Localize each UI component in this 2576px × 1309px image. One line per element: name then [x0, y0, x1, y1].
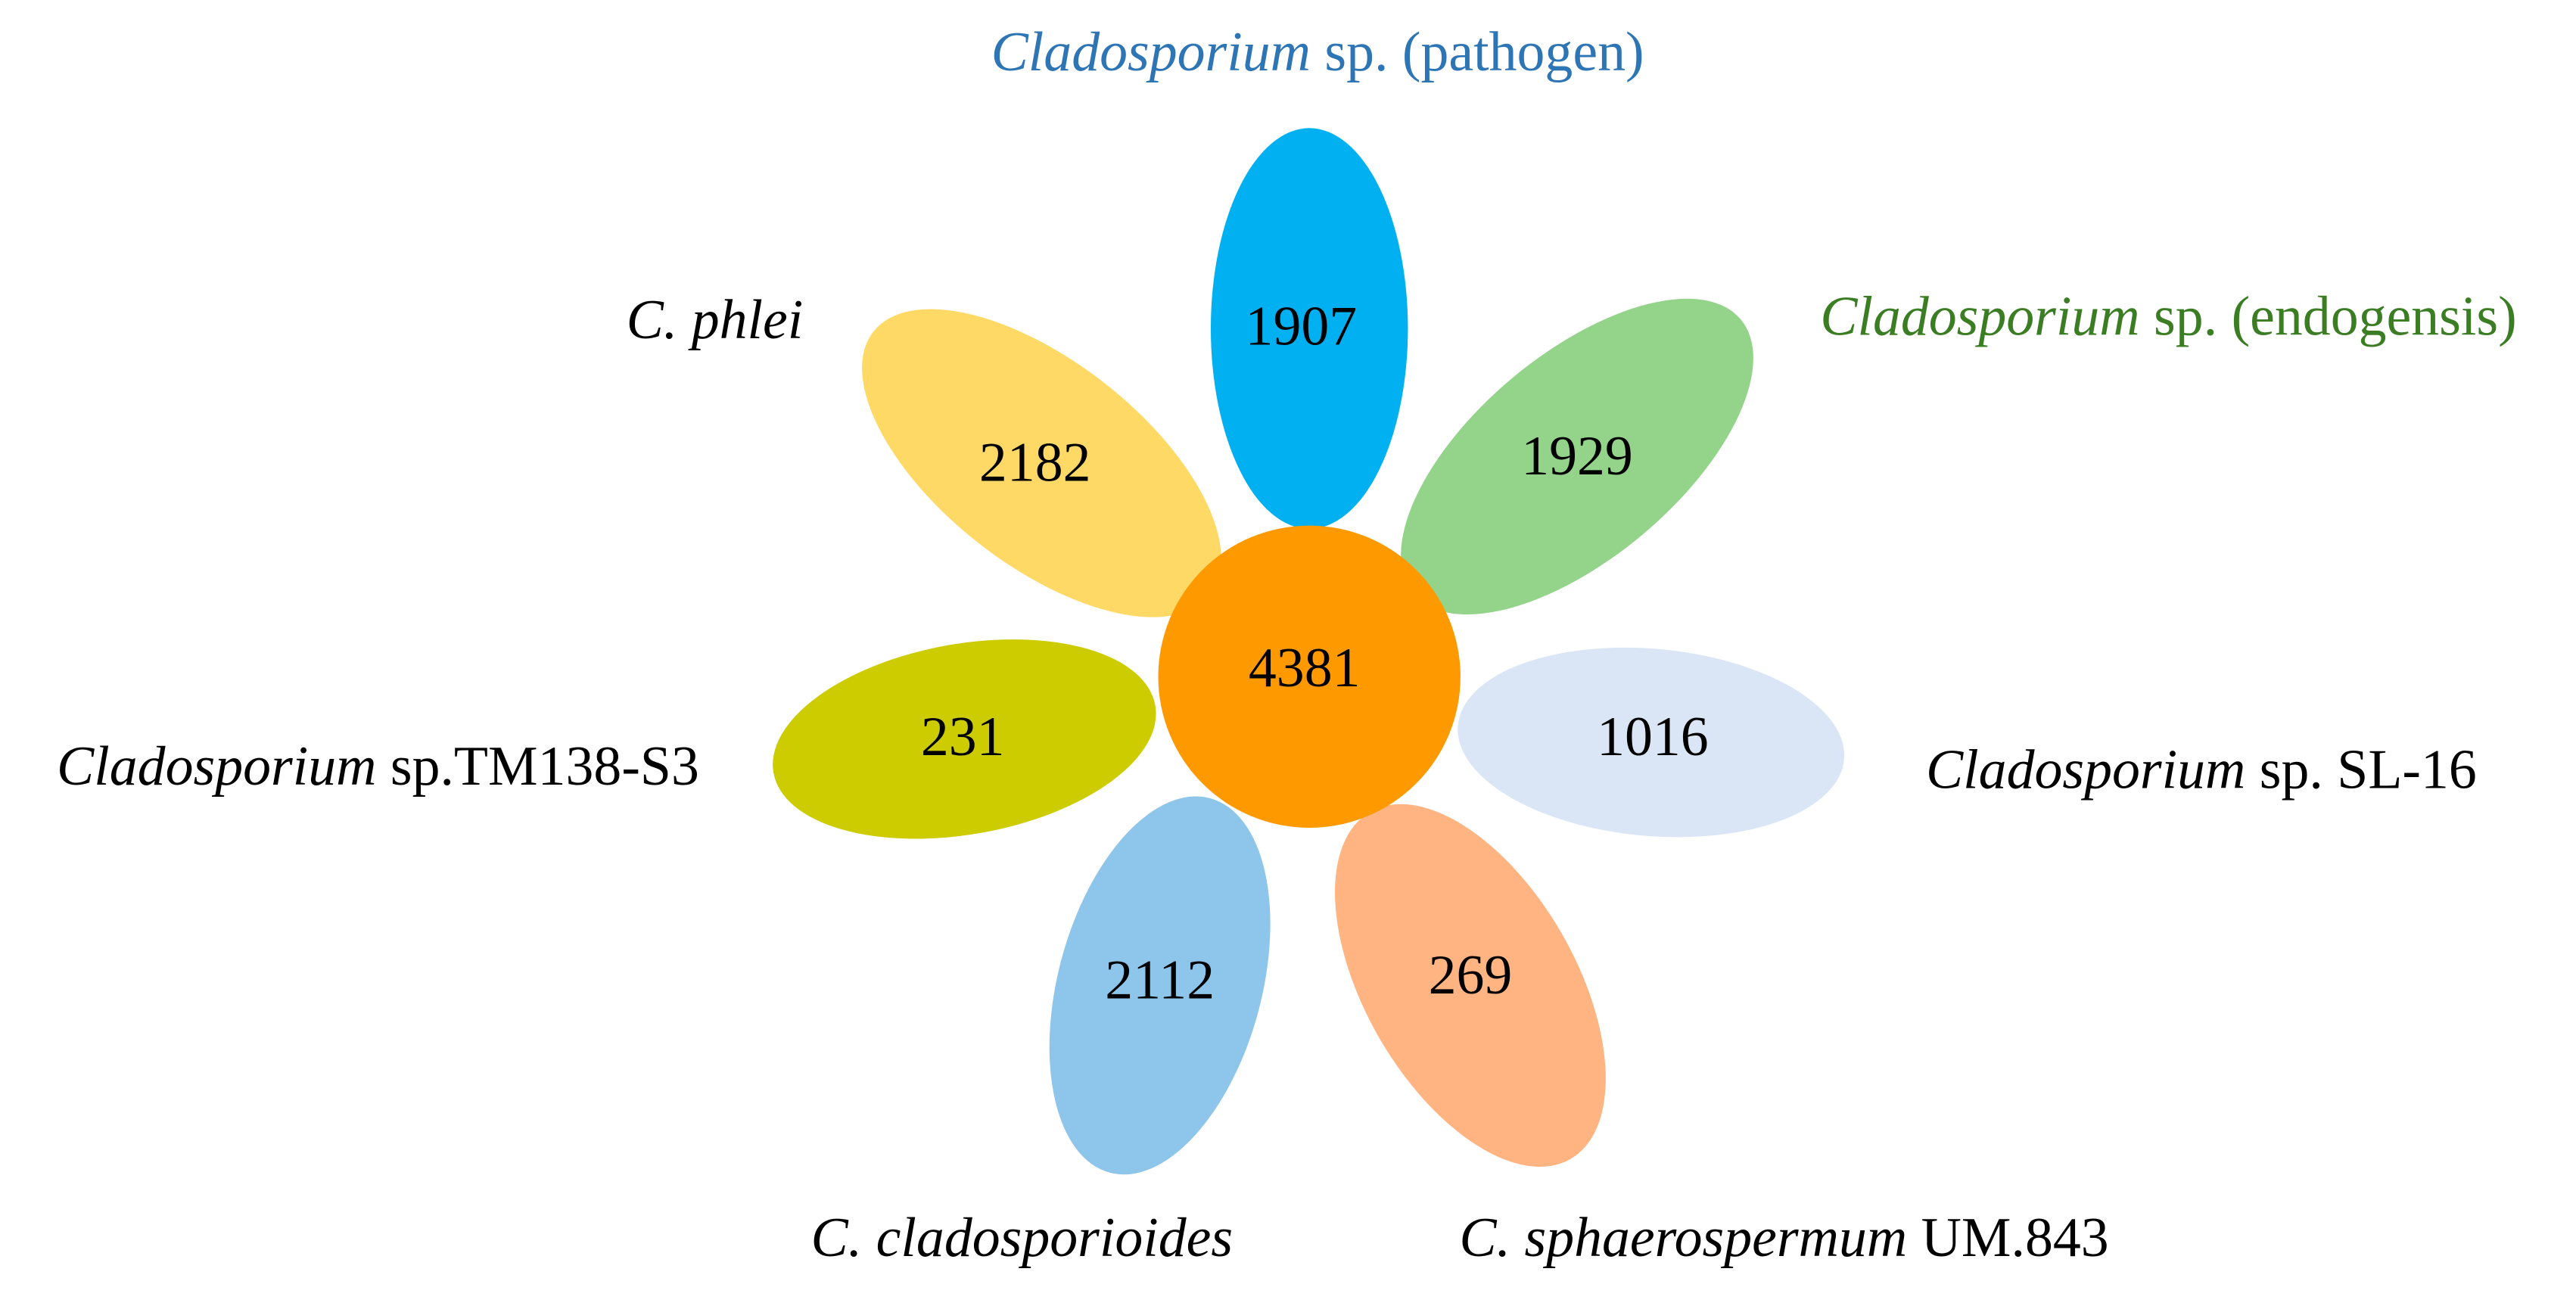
- label-part: Cladosporium: [1820, 284, 2139, 347]
- label-part: UM.843: [1907, 1206, 2109, 1268]
- label-part: Cladosporium: [57, 735, 376, 797]
- petal-value: 231: [921, 705, 1005, 767]
- petal-value: 2112: [1105, 948, 1215, 1010]
- petal-value: 2182: [979, 431, 1091, 493]
- petal: [862, 309, 1221, 617]
- petal: [773, 639, 1156, 839]
- label-part: sp. (pathogen): [1311, 20, 1644, 82]
- petal-label: Cladosporium sp. SL-16: [1926, 738, 2477, 800]
- petal-label: C. cladosporioides: [811, 1206, 1234, 1268]
- label-part: C. phlei: [627, 288, 804, 350]
- label-part: Cladosporium: [991, 20, 1311, 82]
- petal-value: 1907: [1246, 294, 1358, 356]
- core-value: 4381: [1249, 636, 1361, 698]
- label-part: Cladosporium: [1926, 738, 2245, 800]
- petal-label: C. phlei: [627, 288, 804, 350]
- petal: [1049, 796, 1271, 1175]
- petal: [1458, 647, 1845, 838]
- label-part: sp. (endogensis): [2140, 284, 2517, 347]
- petal-value: 1929: [1521, 424, 1633, 487]
- petal-label: Cladosporium sp. (endogensis): [1820, 284, 2516, 347]
- petal-label: Cladosporium sp. (pathogen): [991, 20, 1644, 82]
- petal: [1401, 298, 1753, 615]
- core: [1158, 525, 1461, 829]
- label-part: C. sphaerospermum: [1459, 1206, 1907, 1268]
- label-part: sp.TM138-S3: [376, 735, 698, 797]
- petal-label: Cladosporium sp.TM138-S3: [57, 735, 699, 797]
- petal: [1335, 804, 1606, 1168]
- petal-value: 1016: [1597, 705, 1709, 767]
- petal-value: 269: [1429, 944, 1513, 1006]
- label-part: sp. SL-16: [2245, 738, 2476, 800]
- petal-label: C. sphaerospermum UM.843: [1459, 1206, 2108, 1268]
- petal: [1210, 128, 1408, 529]
- label-part: C. cladosporioides: [811, 1206, 1234, 1268]
